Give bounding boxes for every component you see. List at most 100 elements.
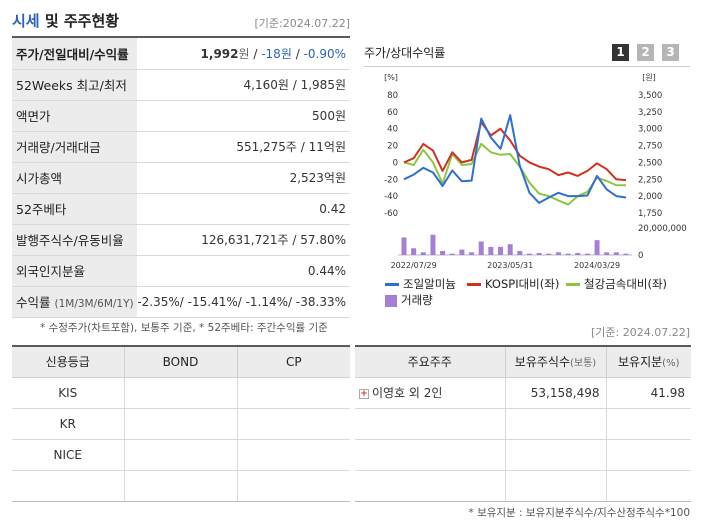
left-tick-label: 80 bbox=[387, 91, 398, 101]
column-header: BOND bbox=[123, 345, 237, 378]
volume-bar bbox=[584, 253, 590, 255]
holder-name bbox=[355, 408, 505, 440]
volume-tick-label: 20,000,000 bbox=[638, 224, 687, 234]
table-header: 주요주주 보유주식수(보통) 보유지분(%) bbox=[355, 345, 691, 378]
series-line bbox=[403, 142, 626, 206]
volume-bar bbox=[449, 253, 455, 255]
holder-shares bbox=[504, 408, 606, 440]
holder-shares bbox=[504, 470, 606, 502]
table-header: 신용등급 BOND CP bbox=[12, 345, 350, 378]
legend-swatch bbox=[385, 294, 397, 307]
row-value: 0.42 bbox=[137, 193, 350, 225]
chart-tab-1[interactable]: 1 bbox=[612, 44, 629, 61]
agency-cell: NICE bbox=[12, 439, 124, 471]
column-header: 신용등급 bbox=[12, 345, 124, 378]
bond-cell bbox=[123, 408, 237, 440]
shareholders-footnote: * 보유지분 : 보유지분주식수/지수산정주식수*100 bbox=[468, 507, 690, 519]
volume-bar bbox=[507, 244, 513, 255]
volume-bar bbox=[411, 248, 417, 255]
quote-table: 주가/전일대비/수익률 1,992원 / -18원 / -0.90% 52Wee… bbox=[12, 38, 350, 318]
row-value: 126,631,721주 / 57.80% bbox=[137, 224, 350, 256]
chart-tab-2[interactable]: 2 bbox=[637, 44, 654, 61]
cp-cell bbox=[236, 439, 350, 471]
table-row: 주가/전일대비/수익률 1,992원 / -18원 / -0.90% bbox=[12, 38, 350, 70]
volume-bar bbox=[526, 253, 532, 255]
series-line bbox=[403, 114, 627, 204]
row-value: 551,275주 / 11억원 bbox=[137, 131, 350, 163]
legend-item: 거래량 bbox=[385, 292, 433, 308]
x-tick-label: 2023/05/31 bbox=[487, 261, 533, 270]
row-label: 수익률 (1M/3M/6M/1Y) bbox=[12, 286, 138, 318]
agency-cell: KR bbox=[12, 408, 124, 440]
price-value: 1,992원 / -18원 / -0.90% bbox=[137, 38, 350, 70]
right-tick-label: 3,000 bbox=[638, 125, 662, 135]
agency-cell: KIS bbox=[12, 377, 124, 409]
reference-date: [기준: 2024.07.22] bbox=[590, 326, 690, 339]
volume-bar bbox=[613, 252, 619, 255]
table-row: 52주베타 0.42 bbox=[12, 193, 350, 225]
row-value: 0.44% bbox=[137, 255, 350, 287]
row-label: 외국인지분율 bbox=[12, 255, 138, 287]
legend-item: KOSPI대비(좌) bbox=[467, 276, 559, 292]
table-row: KIS bbox=[12, 377, 350, 409]
cp-cell bbox=[236, 377, 350, 409]
section-title: 시세 및 주주현황 bbox=[12, 12, 120, 30]
expand-icon[interactable]: + bbox=[359, 388, 369, 399]
series-line bbox=[403, 121, 627, 182]
left-tick-label: -40 bbox=[384, 192, 398, 202]
table-row bbox=[355, 408, 691, 440]
x-tick-label: 2024/03/29 bbox=[574, 261, 620, 270]
row-label: 주가/전일대비/수익률 bbox=[12, 38, 138, 70]
volume-bar bbox=[623, 253, 629, 255]
holder-name bbox=[355, 470, 505, 502]
volume-bar bbox=[488, 246, 494, 255]
volume-bar bbox=[430, 234, 436, 255]
cp-cell bbox=[236, 470, 350, 502]
table-row: NICE bbox=[12, 439, 350, 471]
volume-bar bbox=[565, 253, 571, 255]
divider bbox=[12, 36, 350, 38]
right-tick-label: 2,500 bbox=[638, 158, 662, 168]
holder-name[interactable]: + 이영호 외 2인 bbox=[355, 377, 505, 409]
volume-bar bbox=[536, 252, 542, 255]
right-tick-label: 2,250 bbox=[638, 175, 662, 185]
volume-tick-label: 0 bbox=[638, 251, 643, 261]
table-row: 외국인지분율 0.44% bbox=[12, 255, 350, 287]
row-label: 거래량/거래대금 bbox=[12, 131, 138, 163]
volume-bar bbox=[440, 250, 446, 255]
row-value: 2,523억원 bbox=[137, 162, 350, 194]
volume-bar bbox=[401, 237, 407, 255]
volume-bar bbox=[604, 252, 610, 255]
table-row: 발행주식수/유동비율 126,631,721주 / 57.80% bbox=[12, 224, 350, 256]
divider bbox=[364, 66, 690, 67]
right-axis-unit: [원] bbox=[642, 73, 656, 82]
row-label: 시가총액 bbox=[12, 162, 138, 194]
left-tick-label: 60 bbox=[387, 108, 398, 118]
left-tick-label: -60 bbox=[384, 209, 398, 219]
left-tick-label: -20 bbox=[384, 175, 398, 185]
right-tick-label: 2,000 bbox=[638, 192, 662, 202]
table-row bbox=[355, 439, 691, 471]
row-value: 4,160원 / 1,985원 bbox=[137, 69, 350, 101]
volume-bar bbox=[459, 249, 465, 255]
volume-bar bbox=[546, 253, 552, 255]
left-axis-unit: [%] bbox=[384, 73, 398, 82]
chart-tab-3[interactable]: 3 bbox=[662, 44, 679, 61]
volume-bar bbox=[469, 252, 475, 255]
price-chart: [%] [원] 80 60 40 20 0 -20 -40 -60 3,500 3,250 3,000 2… bbox=[384, 73, 687, 270]
table-row bbox=[12, 470, 350, 502]
right-tick-label: 1,750 bbox=[638, 209, 662, 219]
legend-item: 조일알미늄 bbox=[385, 276, 456, 292]
volume-bar bbox=[478, 241, 484, 255]
agency-cell bbox=[12, 470, 124, 502]
bond-cell bbox=[123, 377, 237, 409]
row-label: 액면가 bbox=[12, 100, 138, 132]
row-label: 발행주식수/유동비율 bbox=[12, 224, 138, 256]
left-tick-label: 0 bbox=[393, 158, 398, 168]
cp-cell bbox=[236, 408, 350, 440]
holder-pct bbox=[605, 470, 691, 502]
legend-swatch bbox=[467, 283, 481, 286]
returns-value: -2.35%/ -15.41%/ -1.14%/ -38.33% bbox=[137, 286, 350, 318]
table-row: KR bbox=[12, 408, 350, 440]
holder-shares: 53,158,498 bbox=[504, 377, 606, 409]
